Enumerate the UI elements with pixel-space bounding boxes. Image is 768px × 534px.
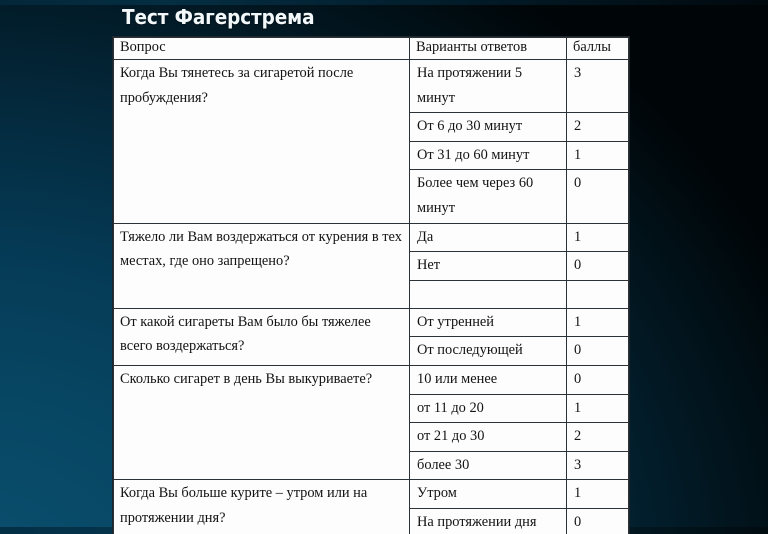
question-cell: Когда Вы больше курите – утром или на пр… <box>113 479 410 534</box>
answer-option-cell: Более чем через 60 минут <box>409 169 567 224</box>
points-cell: 2 <box>566 422 629 452</box>
table-row: На протяжении дня 0 <box>114 507 629 534</box>
question-cell: Тяжело ли Вам воздержаться от курения в … <box>113 222 410 309</box>
column-header-question: Вопрос <box>113 37 410 60</box>
table-row <box>114 279 629 309</box>
answer-option-cell: Утром <box>409 479 567 509</box>
points-cell: 0 <box>566 336 629 366</box>
fagerstrom-test-table: Вопрос Варианты ответов баллы Когда Вы тяне… <box>113 37 629 534</box>
answer-cell-empty <box>409 279 567 309</box>
answer-option-cell: На протяжении 5 минут <box>409 58 567 114</box>
table-row: Более чем через 60 минут 0 <box>114 169 629 224</box>
question-cell: От какой сигареты Вам было бы тяжелее вс… <box>113 307 410 366</box>
answer-option-cell: От 31 до 60 минут <box>409 140 567 171</box>
answer-option-cell: На протяжении дня <box>409 507 567 534</box>
table-header-row: Вопрос Варианты ответов баллы <box>113 37 629 60</box>
points-cell: 1 <box>566 140 629 171</box>
answer-option-cell: Да <box>409 222 567 253</box>
answer-option-cell: от 11 до 20 <box>409 393 567 424</box>
points-cell: 2 <box>566 112 629 142</box>
column-header-points: баллы <box>566 37 629 60</box>
points-cell: 0 <box>566 169 629 224</box>
table-row: от 11 до 20 1 <box>114 393 629 424</box>
table-row: Тяжело ли Вам воздержаться от курения в … <box>113 222 629 309</box>
question-cell: Когда Вы тянетесь за сигаретой после про… <box>113 59 410 224</box>
answer-option-cell: от 21 до 30 <box>409 422 567 452</box>
answer-option-cell: От 6 до 30 минут <box>409 112 567 142</box>
table-row: От 31 до 60 минут 1 <box>114 140 629 171</box>
fagerstrom-test-table-wrapper: Вопрос Варианты ответов баллы Когда Вы тяне… <box>113 37 629 534</box>
points-cell: 0 <box>566 364 629 395</box>
table-row: От 6 до 30 минут 2 <box>114 112 629 142</box>
answer-option-cell: Нет <box>409 251 567 281</box>
table-row: Нет 0 <box>114 251 629 281</box>
table-row: более 30 3 <box>114 450 629 481</box>
answer-option-cell: От последующей <box>409 336 567 366</box>
answer-option-cell: более 30 <box>409 450 567 481</box>
question-cell: Сколько сигарет в день Вы выкуриваете? <box>113 364 410 481</box>
points-cell-empty <box>566 279 629 309</box>
page-title: Тест Фагерстрема <box>122 5 315 29</box>
points-cell: 0 <box>566 507 629 534</box>
points-cell: 1 <box>566 222 629 253</box>
points-cell: 0 <box>566 251 629 281</box>
column-header-answers: Варианты ответов <box>409 37 567 60</box>
points-cell: 3 <box>566 58 629 114</box>
points-cell: 3 <box>566 450 629 481</box>
table-row: Сколько сигарет в день Вы выкуриваете? 10… <box>113 364 629 481</box>
points-cell: 1 <box>566 307 629 338</box>
points-cell: 1 <box>566 393 629 424</box>
table-row: Когда Вы больше курите – утром или на пр… <box>113 479 629 534</box>
table-row: от 21 до 30 2 <box>114 422 629 452</box>
top-accent-band <box>0 0 768 5</box>
table-row: От последующей 0 <box>114 336 629 366</box>
answer-option-cell: 10 или менее <box>409 364 567 395</box>
table-row: Когда Вы тянетесь за сигаретой после про… <box>113 58 629 224</box>
points-cell: 1 <box>566 479 629 509</box>
table-row: От какой сигареты Вам было бы тяжелее вс… <box>113 307 629 366</box>
answer-option-cell: От утренней <box>409 307 567 338</box>
